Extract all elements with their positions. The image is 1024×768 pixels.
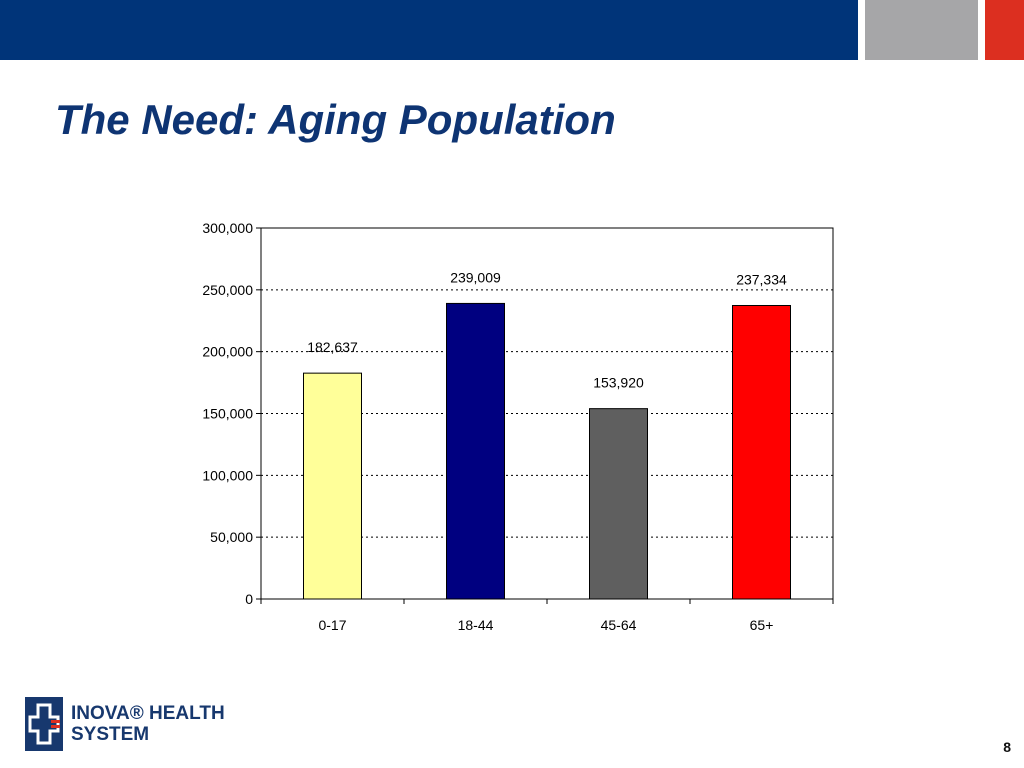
x-tick-label: 18-44 (458, 617, 494, 633)
bar-45-64 (589, 408, 648, 600)
y-tick-label: 300,000 (202, 220, 253, 236)
header-bar-blue (0, 0, 858, 60)
x-tick-label: 65+ (750, 617, 774, 633)
data-label: 153,920 (593, 375, 644, 391)
header-block-red (985, 0, 1024, 60)
slide-title: The Need: Aging Population (55, 96, 616, 143)
y-tick-label: 200,000 (202, 344, 253, 360)
logo-line-2: SYSTEM (71, 724, 150, 745)
x-tick-label: 0-17 (318, 617, 346, 633)
y-tick-label: 250,000 (202, 282, 253, 298)
page-number: 8 (1003, 739, 1011, 755)
logo-line-1: INOVA® HEALTH (71, 703, 225, 724)
data-label: 182,637 (307, 339, 358, 355)
data-label: 239,009 (450, 269, 501, 285)
inova-logo: INOVA® HEALTH SYSTEM (25, 697, 245, 753)
logo-wordmark: INOVA® HEALTH SYSTEM (71, 703, 225, 745)
y-tick-label: 50,000 (210, 529, 253, 545)
bar-0-17 (303, 372, 362, 600)
y-tick-label: 150,000 (202, 406, 253, 422)
bar-18-44 (446, 302, 505, 600)
y-tick-label: 100,000 (202, 467, 253, 483)
header-block-gray (865, 0, 978, 60)
data-label: 237,334 (736, 271, 787, 287)
y-tick-label: 0 (245, 591, 253, 607)
inova-cross-icon (25, 697, 63, 751)
bar-65+ (732, 304, 791, 600)
x-tick-label: 45-64 (601, 617, 637, 633)
